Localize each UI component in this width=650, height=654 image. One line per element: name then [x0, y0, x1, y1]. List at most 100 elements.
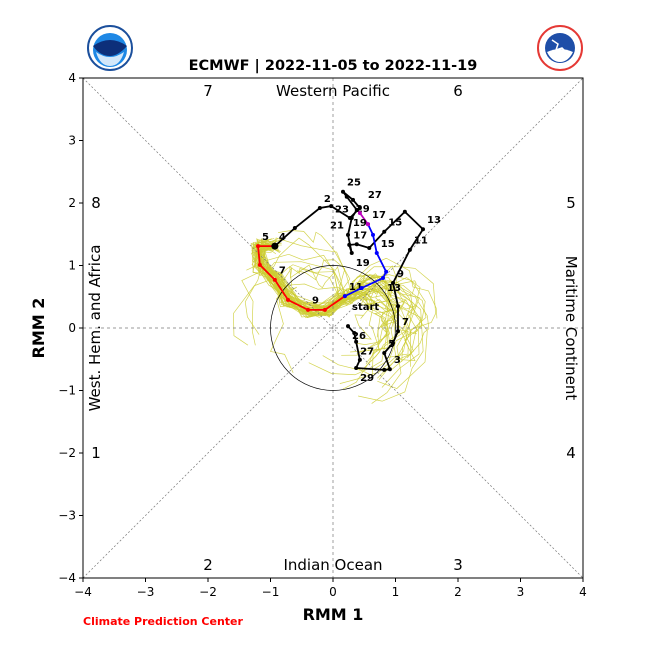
data-point: [402, 209, 407, 214]
x-tick-label: 4: [579, 585, 587, 599]
data-point: [421, 227, 425, 232]
data-point: [381, 276, 385, 280]
point-label: 21: [330, 221, 344, 232]
current-point-marker: [271, 242, 279, 250]
data-point: [371, 232, 375, 237]
phase-label: 1: [91, 444, 101, 462]
phase-label: 7: [203, 82, 213, 100]
data-point: [306, 307, 310, 312]
x-tick-label: 0: [329, 585, 337, 599]
ensemble-line: [252, 242, 428, 389]
phase-label: 2: [203, 556, 213, 574]
region-label-right: Maritime Continent: [562, 256, 580, 401]
data-point: [382, 351, 387, 355]
data-point: [391, 341, 395, 345]
ensemble-line: [259, 230, 351, 318]
series-forecast-week1: 5 7 9 11: [256, 232, 363, 312]
x-tick-label: −4: [74, 585, 92, 599]
point-label: 9: [312, 296, 319, 307]
point-label: 29: [356, 204, 370, 215]
point-label: 17: [353, 231, 367, 242]
point-label: 5: [262, 232, 269, 243]
point-label: 3: [394, 355, 401, 366]
point-label: 23: [335, 205, 349, 216]
data-point: [351, 197, 355, 202]
point-label: 19: [356, 258, 370, 269]
series-forecast-week3: 19: [353, 211, 370, 229]
point-label: 7: [279, 266, 286, 277]
data-point: [357, 357, 362, 362]
y-tick-label: 0: [68, 321, 76, 335]
point-label: 5: [388, 339, 395, 350]
data-point: [366, 222, 370, 227]
unit-circle: [270, 265, 396, 391]
data-point: [272, 277, 277, 282]
data-point: [359, 286, 364, 290]
region-label-bottom: Indian Ocean: [283, 556, 382, 574]
point-label: 27: [360, 347, 374, 358]
y-tick-label: −2: [58, 446, 76, 460]
data-point: [344, 194, 349, 199]
point-label: 11: [414, 236, 428, 247]
ensemble-line: [260, 246, 407, 390]
data-point: [257, 262, 262, 267]
data-point: [341, 189, 345, 194]
data-point: [346, 324, 350, 329]
data-point: [354, 207, 359, 212]
data-point: [292, 226, 297, 230]
data-point: [342, 294, 347, 299]
series-line: [257, 245, 346, 311]
data-point: [256, 244, 260, 249]
data-point: [374, 251, 379, 255]
x-tick-label: 2: [454, 585, 462, 599]
ensemble-line: [253, 247, 392, 343]
data-point: [396, 329, 400, 334]
point-label: 15: [381, 239, 395, 250]
data-point: [382, 229, 387, 234]
point-label: 26: [352, 331, 366, 342]
data-point: [352, 331, 357, 335]
data-point: [407, 247, 412, 252]
region-label-top: Western Pacific: [276, 82, 390, 100]
data-point: [396, 304, 400, 309]
x-tick-label: −2: [199, 585, 217, 599]
phase-label: 5: [566, 194, 576, 212]
data-point: [367, 246, 372, 250]
point-label: 27: [368, 190, 382, 201]
point-label: 7: [402, 317, 409, 328]
start-label: start: [352, 302, 379, 313]
data-point: [347, 216, 352, 220]
data-point: [329, 204, 334, 209]
credit-text: Climate Prediction Center: [83, 615, 243, 628]
point-label: 2: [324, 194, 331, 205]
data-point: [384, 269, 389, 274]
x-tick-label: 1: [392, 585, 400, 599]
y-tick-label: 4: [68, 71, 76, 85]
data-point: [382, 367, 387, 372]
point-label: 17: [372, 210, 386, 221]
y-tick-label: 3: [68, 134, 76, 148]
point-label: 19: [353, 218, 367, 229]
data-point: [357, 211, 362, 215]
y-tick-label: −3: [58, 509, 76, 523]
phase-label: 4: [566, 444, 576, 462]
data-point: [286, 297, 290, 302]
x-axis-label: RMM 1: [303, 605, 364, 624]
data-point: [347, 242, 352, 247]
y-tick-label: 1: [68, 259, 76, 273]
nws-logo: [537, 25, 583, 71]
data-point: [357, 206, 362, 210]
point-label: 9: [397, 269, 404, 280]
data-point: [349, 251, 354, 255]
data-point: [391, 281, 395, 285]
chart-title: ECMWF | 2022-11-05 to 2022-11-19: [189, 58, 478, 74]
data-point: [354, 339, 359, 344]
ensemble-line: [258, 245, 381, 371]
data-point: [322, 307, 327, 312]
x-tick-label: −1: [262, 585, 280, 599]
phase-label: 6: [453, 82, 463, 100]
phase-label: 3: [453, 556, 463, 574]
point-label: 4: [279, 232, 286, 243]
y-tick-label: −4: [58, 571, 76, 585]
